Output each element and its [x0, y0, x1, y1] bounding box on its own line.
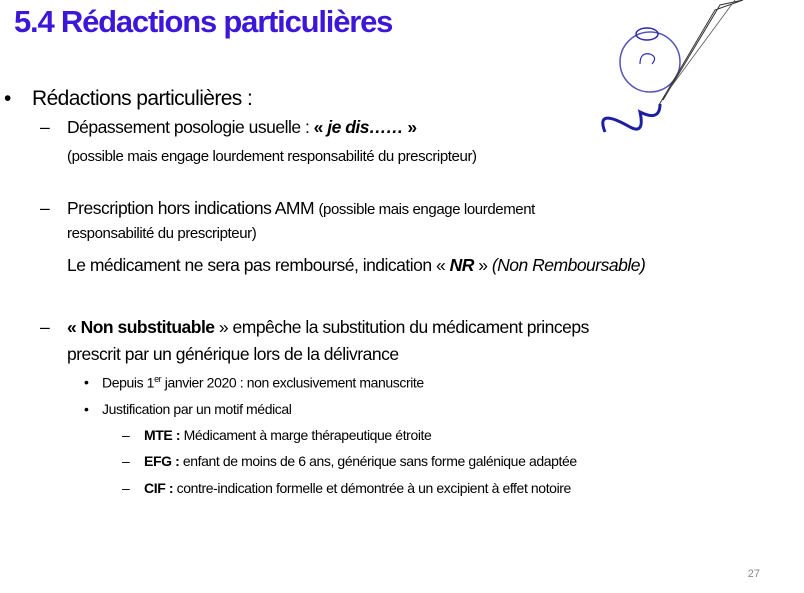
dash: –: [40, 198, 50, 218]
sub-justification: Justification par un motif médical: [102, 401, 292, 417]
dash: –: [40, 117, 50, 137]
ink-bottle-and-quill-icon: [601, 0, 744, 133]
item-hors-amm-nr: Le médicament ne sera pas remboursé, ind…: [67, 255, 646, 275]
bullet: •: [4, 87, 11, 110]
dash: –: [122, 427, 130, 443]
bullet: •: [84, 374, 89, 390]
slide-title: 5.4 Rédactions particulières: [14, 4, 393, 39]
dash: –: [122, 480, 130, 496]
sub-depuis: Depuis 1er janvier 2020 : non exclusivem…: [102, 374, 424, 391]
item-hors-amm-note: responsabilité du prescripteur): [67, 225, 257, 242]
item-non-substituable: « Non substituable » empêche la substitu…: [67, 317, 589, 337]
item-posologie-note: (possible mais engage lourdement respons…: [67, 148, 477, 165]
item-hors-amm: Prescription hors indications AMM (possi…: [67, 198, 535, 218]
page-number: 27: [747, 568, 760, 580]
bullet: •: [84, 401, 89, 417]
reason-mte: MTE : Médicament à marge thérapeutique é…: [144, 427, 432, 443]
item-posologie: Dépassement posologie usuelle : « je dis…: [67, 117, 417, 137]
heading: Rédactions particulières :: [32, 87, 253, 110]
dash: –: [122, 453, 130, 469]
reason-cif: CIF : contre-indication formelle et démo…: [144, 480, 571, 496]
item-non-substituable-line2: prescrit par un générique lors de la dél…: [67, 344, 399, 364]
reason-efg: EFG : enfant de moins de 6 ans, génériqu…: [144, 453, 577, 469]
dash: –: [40, 317, 50, 337]
